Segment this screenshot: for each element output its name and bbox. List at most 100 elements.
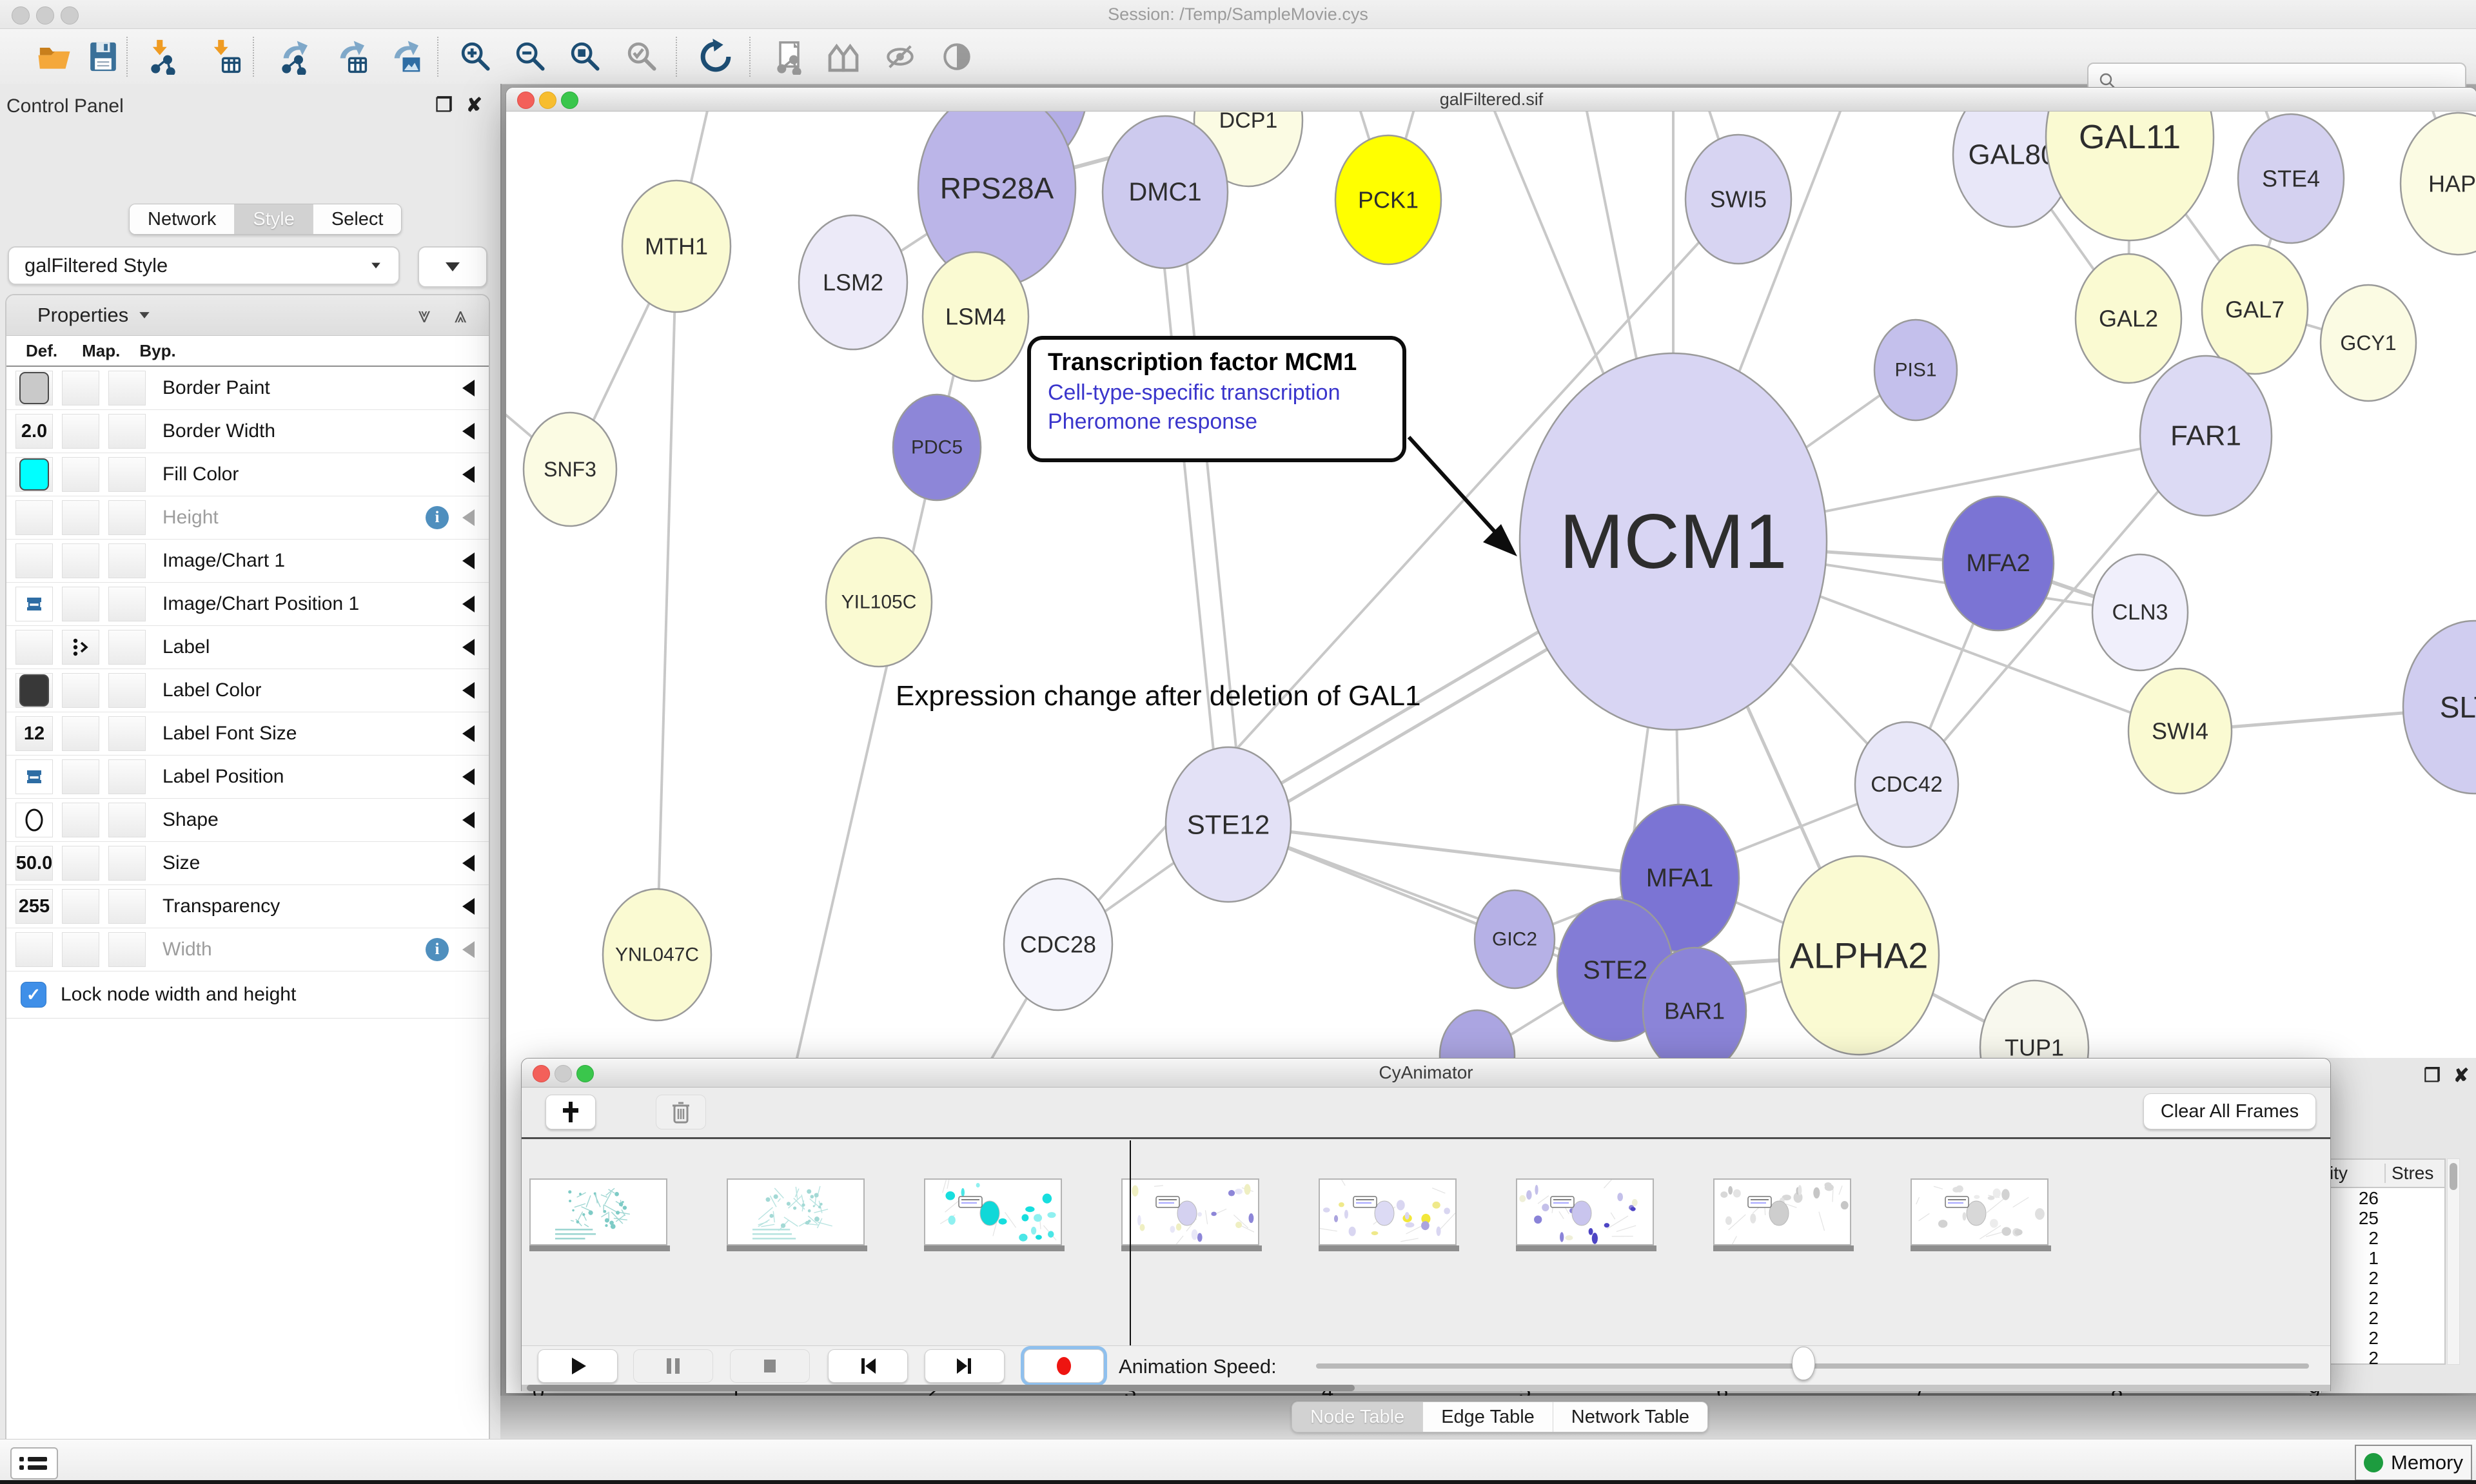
timeline-horizontal-scrollbar[interactable]: [522, 1385, 2330, 1391]
property-row-border-paint[interactable]: Border Paint: [6, 367, 489, 410]
expand-property-icon[interactable]: [462, 552, 475, 569]
property-row-shape[interactable]: Shape: [6, 799, 489, 842]
tab-network-table[interactable]: Network Table: [1553, 1402, 1708, 1432]
close-traffic-light[interactable]: [12, 6, 30, 24]
timeline-area[interactable]: 0123456789 Seconds: [522, 1139, 2330, 1432]
property-byp-cell[interactable]: [108, 500, 146, 535]
network-node-lsm2[interactable]: LSM2: [798, 214, 909, 351]
column-divider[interactable]: [2384, 1164, 2386, 1183]
expand-property-icon[interactable]: [462, 941, 475, 958]
property-map-cell[interactable]: [62, 846, 99, 881]
frame-thumbnail-5[interactable]: [1313, 1166, 1457, 1245]
save-button[interactable]: [85, 39, 121, 75]
property-byp-cell[interactable]: [108, 759, 146, 794]
property-row-label-color[interactable]: Label Color: [6, 669, 489, 712]
network-node-slt2[interactable]: SLT2: [2402, 620, 2476, 795]
panel-list-button[interactable]: [10, 1447, 58, 1479]
frame-thumbnail-8[interactable]: [1911, 1178, 2049, 1245]
network-node-swi5[interactable]: SWI5: [1684, 133, 1793, 265]
network-node-cln3[interactable]: CLN3: [2091, 553, 2189, 672]
property-def-cell[interactable]: [15, 371, 53, 405]
property-map-cell[interactable]: [62, 371, 99, 405]
property-def-cell[interactable]: [15, 932, 53, 967]
tab-select[interactable]: Select: [313, 204, 402, 234]
network-node-cdc28[interactable]: CDC28: [1003, 877, 1114, 1011]
network-node-tup1[interactable]: TUP1: [1979, 979, 2090, 1059]
network-window-titlebar[interactable]: galFiltered.sif: [506, 88, 2476, 112]
property-row-fill-color[interactable]: Fill Color: [6, 453, 489, 496]
network-node-gal11[interactable]: GAL11: [2045, 112, 2215, 242]
zoom-fit-button[interactable]: [567, 39, 604, 75]
tab-node-table[interactable]: Node Table: [1292, 1402, 1424, 1432]
network-node-dmc1[interactable]: DMC1: [1101, 115, 1229, 269]
show-details-button[interactable]: [939, 39, 975, 75]
property-map-cell[interactable]: [62, 543, 99, 578]
info-icon[interactable]: i: [426, 506, 449, 529]
table-cell[interactable]: 25: [2358, 1208, 2379, 1228]
network-node-snf3[interactable]: SNF3: [522, 411, 618, 527]
property-map-cell[interactable]: [62, 587, 99, 621]
scrollbar-thumb[interactable]: [527, 1385, 1355, 1391]
property-def-cell[interactable]: [15, 630, 53, 665]
style-options-button[interactable]: [418, 246, 487, 288]
network-node-mcm1[interactable]: MCM1: [1518, 352, 1828, 731]
annotation-callout[interactable]: Transcription factor MCM1 Cell-type-spec…: [1027, 336, 1406, 462]
import-table-button[interactable]: [206, 39, 242, 75]
property-map-cell[interactable]: [62, 630, 99, 665]
property-row-transparency[interactable]: 255 Transparency: [6, 885, 489, 928]
property-byp-cell[interactable]: [108, 716, 146, 751]
export-table-button[interactable]: [333, 39, 369, 75]
network-node-gal2[interactable]: GAL2: [2074, 253, 2183, 384]
table-cell[interactable]: 26: [2358, 1188, 2379, 1208]
timeline-playhead[interactable]: [1130, 1140, 1131, 1352]
expand-property-icon[interactable]: [462, 639, 475, 656]
expand-property-icon[interactable]: [462, 768, 475, 785]
property-def-cell[interactable]: [15, 803, 53, 837]
property-def-cell[interactable]: 12: [15, 716, 53, 751]
properties-header[interactable]: Properties ⩔ ⩓: [6, 295, 489, 336]
frame-thumbnail-2[interactable]: [727, 1178, 865, 1245]
zoom-in-button[interactable]: [458, 39, 494, 75]
property-row-height[interactable]: Height i: [6, 496, 489, 540]
network-node-gal80[interactable]: GAL80: [1952, 112, 2073, 228]
property-byp-cell[interactable]: [108, 543, 146, 578]
scrollbar-thumb[interactable]: [2450, 1163, 2457, 1190]
network-node-pdc5[interactable]: PDC5: [892, 393, 982, 502]
close-panel-icon[interactable]: ✘: [466, 95, 482, 116]
record-button[interactable]: [1024, 1349, 1104, 1383]
export-network-button[interactable]: [276, 39, 312, 77]
property-byp-cell[interactable]: [108, 457, 146, 492]
network-node-cdc42[interactable]: CDC42: [1854, 721, 1960, 848]
network-node-swi4[interactable]: SWI4: [2127, 667, 2233, 795]
table-cell[interactable]: 1: [2368, 1248, 2379, 1268]
property-def-cell[interactable]: [15, 543, 53, 578]
property-row-label-font-size[interactable]: 12 Label Font Size: [6, 712, 489, 756]
zoom-out-button[interactable]: [513, 39, 549, 75]
zoom-traffic-light[interactable]: [561, 92, 578, 109]
stop-button[interactable]: [730, 1349, 810, 1383]
network-node-gcy1[interactable]: GCY1: [2319, 284, 2417, 402]
network-node-pck1[interactable]: PCK1: [1334, 134, 1442, 266]
annotation-link[interactable]: Cell-type-specific transcription: [1048, 380, 1341, 405]
property-def-cell[interactable]: 255: [15, 889, 53, 924]
property-map-cell[interactable]: [62, 759, 99, 794]
expand-property-icon[interactable]: [462, 725, 475, 742]
network-node-unlabeled[interactable]: [1439, 1009, 1516, 1059]
property-byp-cell[interactable]: [108, 673, 146, 708]
property-def-cell[interactable]: [15, 673, 53, 708]
float-panel-icon[interactable]: ❐: [435, 95, 453, 116]
property-def-cell[interactable]: 2.0: [15, 414, 53, 449]
property-byp-cell[interactable]: [108, 371, 146, 405]
memory-button[interactable]: Memory: [2355, 1445, 2472, 1481]
go-to-start-button[interactable]: [828, 1349, 908, 1383]
table-cell[interactable]: 2: [2368, 1288, 2379, 1308]
tab-style[interactable]: Style: [235, 204, 313, 234]
network-node-pis1[interactable]: PIS1: [1873, 318, 1958, 422]
expand-property-icon[interactable]: [462, 855, 475, 872]
property-def-cell[interactable]: [15, 587, 53, 621]
annotation-link[interactable]: Pheromone response: [1048, 409, 1258, 434]
frame-thumbnail-4[interactable]: [1121, 1178, 1259, 1254]
clear-all-frames-button[interactable]: Clear All Frames: [2143, 1093, 2316, 1129]
property-row-image-chart-position-1[interactable]: Image/Chart Position 1: [6, 583, 489, 626]
network-node-alpha2[interactable]: ALPHA2: [1778, 855, 1940, 1056]
